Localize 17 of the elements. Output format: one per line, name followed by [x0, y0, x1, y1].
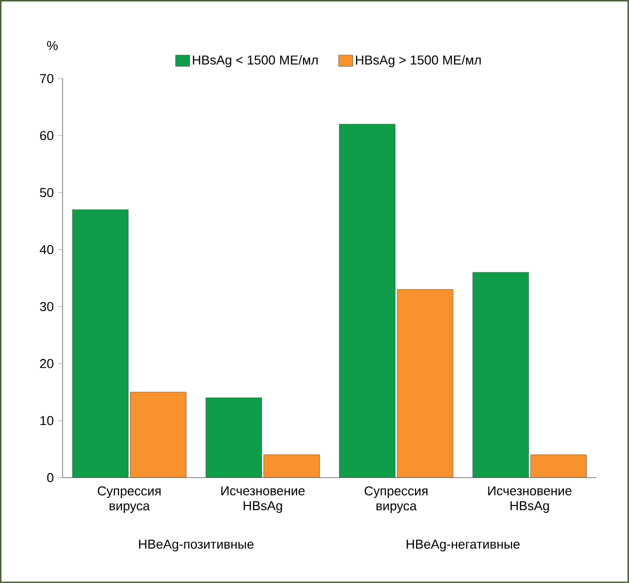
- x-tick-label: Супрессия вируса: [98, 486, 161, 513]
- text: HBeAg-позитивные: [139, 540, 254, 552]
- y-tick-label: 50: [40, 188, 54, 198]
- x-tick-label: Супрессия вируса: [364, 486, 428, 513]
- y-tick-label: 40: [40, 244, 54, 254]
- text: HBeAg-негативные: [406, 540, 520, 552]
- y-axis-title: %: [47, 41, 58, 50]
- x-tick-label: Исчезновение HBsAg: [221, 486, 305, 513]
- y-tick-label: 30: [40, 302, 54, 312]
- y-tick-label: 0: [47, 472, 54, 482]
- y-tick-label: 60: [40, 130, 54, 140]
- legend-label: HBsAg < 1500 МЕ/мл: [192, 55, 318, 68]
- y-tick-label: 10: [40, 416, 54, 426]
- legend-label: HBsAg > 1500 МЕ/мл: [356, 55, 481, 68]
- x-tick-label: Исчезновение HBsAg: [488, 486, 572, 513]
- y-tick-label: 70: [40, 74, 54, 84]
- y-tick-label: 20: [40, 358, 54, 368]
